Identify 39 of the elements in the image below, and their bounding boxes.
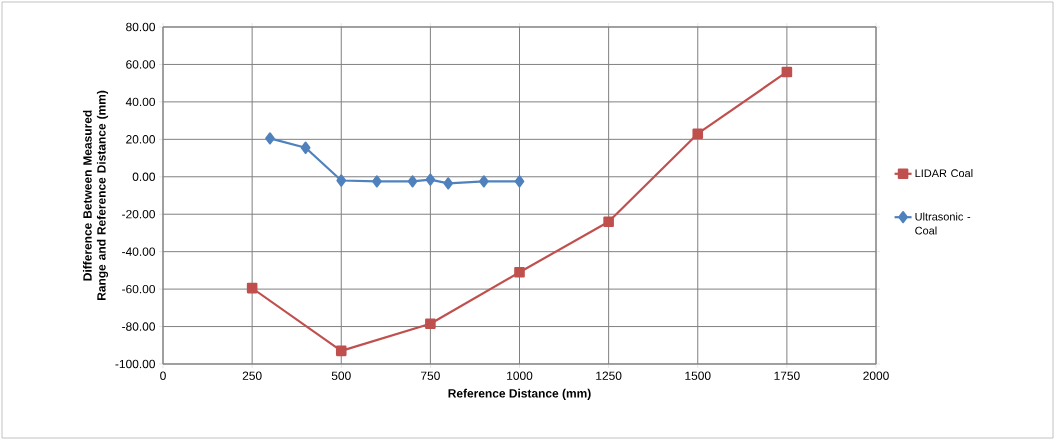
point — [425, 173, 436, 186]
y-tick-label: 20.00 — [126, 135, 156, 144]
x-tick-label: 1000 — [507, 371, 533, 380]
legend-label: LIDAR Coal — [915, 169, 973, 178]
x-tick-label: 750 — [421, 371, 440, 380]
x-tick-label: 1250 — [596, 371, 622, 380]
x-tick-label: 0 — [160, 371, 166, 380]
y-tick-label: 80.00 — [126, 22, 156, 32]
point — [335, 345, 347, 357]
x-axis-title: Reference Distance (mm) — [448, 388, 591, 400]
point — [300, 141, 311, 154]
point — [443, 177, 454, 190]
point — [692, 128, 704, 140]
x-tick-label: 250 — [242, 371, 262, 380]
point — [514, 266, 525, 278]
point — [407, 175, 418, 188]
y-tick-label: 40.00 — [125, 97, 156, 107]
point — [781, 66, 793, 78]
point — [336, 174, 347, 187]
y-tick-label: -20.00 — [122, 209, 156, 219]
x-tick-label: 2000 — [863, 371, 889, 380]
y-tick-label: -40.00 — [122, 247, 156, 256]
y-tick-label: -80.00 — [122, 322, 156, 331]
y-tick-label: -100.00 — [115, 359, 156, 369]
point — [479, 175, 489, 188]
point — [265, 132, 275, 145]
point — [246, 282, 258, 294]
point — [372, 175, 382, 188]
y-tick-label: -60.00 — [122, 284, 156, 294]
x-tick-label: 500 — [331, 371, 351, 380]
y-tick-label: 60.00 — [126, 60, 156, 69]
point — [603, 216, 614, 228]
legend-label: Ultrasonic - Coal — [915, 212, 971, 235]
y-tick-label: 0.00 — [132, 172, 156, 181]
y-axis-title: Difference Between Measured Range and Reference Distance (mm) — [82, 90, 109, 300]
x-tick-label: 1500 — [685, 371, 711, 380]
point — [425, 318, 436, 330]
x-tick-label: 1750 — [774, 371, 800, 380]
point — [514, 175, 525, 188]
